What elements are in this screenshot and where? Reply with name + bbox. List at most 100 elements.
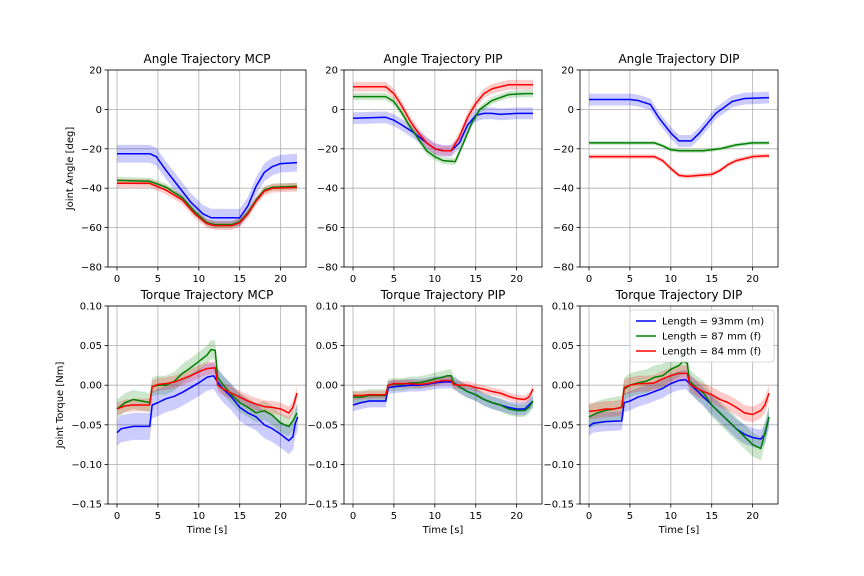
x-tick-label: 0 bbox=[586, 274, 592, 285]
series-line-1 bbox=[352, 381, 534, 410]
x-axis-label: Time [s] bbox=[186, 525, 228, 536]
series-band-2 bbox=[353, 90, 533, 166]
y-tick-label: −0.15 bbox=[71, 500, 102, 511]
chart-title: Torque Trajectory PIP bbox=[380, 288, 506, 302]
series-band-2 bbox=[117, 340, 297, 436]
y-tick-label: −40 bbox=[317, 184, 338, 195]
y-tick-label: −60 bbox=[317, 223, 338, 234]
y-tick-label: 20 bbox=[561, 66, 574, 77]
chart-panel-1: 0 5 10 15 20 −80 −60 −40 −20 0 20 Angle Trajectory … bbox=[65, 52, 307, 285]
x-tick-label: 5 bbox=[155, 511, 161, 522]
y-tick-label: 0.05 bbox=[316, 341, 338, 352]
x-tick-label: 20 bbox=[746, 274, 759, 285]
x-tick-label: 20 bbox=[746, 511, 759, 522]
plot-area bbox=[116, 340, 299, 455]
series-line-2 bbox=[353, 92, 533, 163]
y-tick-label: 0 bbox=[96, 105, 102, 116]
series-band-3 bbox=[589, 365, 769, 423]
chart-panel-2: 0 5 10 15 20 −80 −60 −40 −20 0 20 Angle Trajectory … bbox=[317, 52, 543, 285]
y-tick-label: −0.05 bbox=[307, 420, 338, 431]
y-tick-label: −80 bbox=[553, 263, 574, 274]
y-tick-label: −0.10 bbox=[307, 460, 338, 471]
y-tick-label: −0.10 bbox=[543, 460, 574, 471]
chart-title: Torque Trajectory DIP bbox=[615, 288, 743, 302]
x-tick-label: 0 bbox=[586, 511, 592, 522]
x-tick-label: 15 bbox=[233, 511, 246, 522]
x-tick-label: 10 bbox=[192, 511, 205, 522]
chart-panel-6: 0 5 10 15 20 −0.15 −0.10 −0.05 0.00 0.05 0.10 Torqu… bbox=[543, 288, 779, 536]
x-tick-label: 20 bbox=[274, 274, 287, 285]
y-tick-label: −80 bbox=[317, 263, 338, 274]
series-band-1 bbox=[353, 107, 533, 157]
x-tick-label: 0 bbox=[114, 274, 120, 285]
chart-title: Angle Trajectory PIP bbox=[383, 52, 502, 66]
chart-panel-3: 0 5 10 15 20 −80 −60 −40 −20 0 20 Angle Trajectory … bbox=[553, 52, 779, 285]
series-line-1 bbox=[116, 374, 299, 442]
axes-frame bbox=[343, 69, 543, 268]
plot-area bbox=[352, 369, 534, 417]
y-tick-label: 20 bbox=[89, 66, 102, 77]
series-band-2 bbox=[589, 349, 769, 461]
y-tick-label: −20 bbox=[81, 144, 102, 155]
chart-panel-5: 0 5 10 15 20 −0.15 −0.10 −0.05 0.00 0.05 0.10 Torqu… bbox=[307, 288, 543, 536]
y-tick-label: −60 bbox=[553, 223, 574, 234]
plot-area bbox=[116, 144, 298, 230]
series-band-2 bbox=[353, 369, 533, 417]
plot-area bbox=[589, 91, 770, 179]
chart-panel-4: 0 5 10 15 20 −0.15 −0.10 −0.05 0.00 0.05 0.10 Torqu… bbox=[55, 288, 307, 536]
y-tick-label: 0 bbox=[332, 105, 338, 116]
series-line-3 bbox=[117, 182, 298, 227]
y-tick-label: −80 bbox=[81, 263, 102, 274]
chart-title: Angle Trajectory DIP bbox=[618, 52, 739, 66]
series-line-3 bbox=[589, 154, 770, 178]
x-tick-label: 10 bbox=[192, 274, 205, 285]
series-band-1 bbox=[353, 375, 533, 416]
x-tick-label: 5 bbox=[155, 274, 161, 285]
axes-frame bbox=[107, 69, 307, 268]
series-band-2 bbox=[117, 176, 297, 229]
series-line-3 bbox=[353, 379, 534, 401]
y-tick-label: −0.05 bbox=[71, 420, 102, 431]
plot-area bbox=[588, 349, 770, 461]
y-tick-label: −0.15 bbox=[307, 500, 338, 511]
y-tick-label: 0.00 bbox=[316, 381, 338, 392]
y-tick-label: −40 bbox=[553, 184, 574, 195]
x-tick-label: 0 bbox=[350, 274, 356, 285]
legend-box bbox=[629, 309, 775, 363]
x-tick-label: 15 bbox=[705, 274, 718, 285]
y-tick-label: 20 bbox=[325, 66, 338, 77]
legend: Length = 93mm (m) Length = 87 mm (f) Lengt… bbox=[629, 309, 775, 363]
y-tick-label: 0.00 bbox=[552, 381, 574, 392]
axes-frame bbox=[343, 305, 543, 505]
x-tick-label: 15 bbox=[469, 511, 482, 522]
series-line-1 bbox=[588, 378, 770, 440]
x-tick-label: 5 bbox=[627, 274, 633, 285]
axes-frame bbox=[107, 305, 307, 505]
y-tick-label: 0.05 bbox=[552, 341, 574, 352]
series-line-3 bbox=[353, 84, 533, 152]
x-tick-label: 15 bbox=[469, 274, 482, 285]
x-tick-label: 10 bbox=[664, 511, 677, 522]
legend-label-2: Length = 87 mm (f) bbox=[662, 332, 761, 343]
series-line-1 bbox=[117, 152, 298, 219]
x-tick-label: 5 bbox=[391, 274, 397, 285]
series-band-1 bbox=[589, 91, 769, 147]
x-tick-label: 0 bbox=[114, 511, 120, 522]
x-axis-label: Time [s] bbox=[422, 525, 464, 536]
y-tick-label: −20 bbox=[317, 144, 338, 155]
series-band-3 bbox=[117, 178, 297, 230]
series-band-3 bbox=[589, 153, 769, 179]
series-line-2 bbox=[589, 142, 769, 152]
series-band-1 bbox=[117, 362, 298, 455]
x-tick-label: 20 bbox=[510, 274, 523, 285]
y-tick-label: −20 bbox=[553, 144, 574, 155]
y-tick-label: 0 bbox=[568, 105, 574, 116]
chart-title: Torque Trajectory MCP bbox=[140, 288, 274, 302]
x-tick-label: 10 bbox=[664, 274, 677, 285]
x-tick-label: 10 bbox=[428, 511, 441, 522]
y-axis-label: Joint Torque [Nm] bbox=[55, 362, 66, 450]
x-tick-label: 5 bbox=[627, 511, 633, 522]
y-tick-label: −0.10 bbox=[71, 460, 102, 471]
y-tick-label: 0.10 bbox=[552, 302, 574, 313]
